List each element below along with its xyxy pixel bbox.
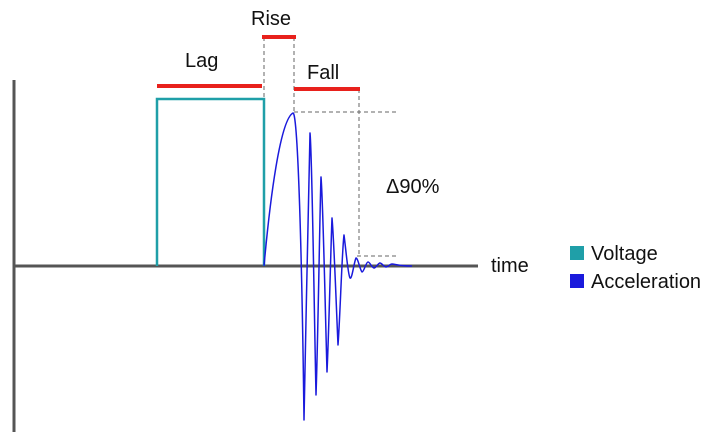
voltage-pulse [155, 97, 266, 266]
acceleration-waveform [263, 112, 413, 421]
legend-swatch-acceleration [570, 274, 584, 288]
legend-swatch-voltage [570, 246, 584, 260]
fall-label: Fall [307, 62, 339, 84]
rise-label: Rise [251, 8, 291, 30]
legend-label-voltage: Voltage [591, 243, 658, 265]
legend-label-acceleration: Acceleration [591, 271, 701, 293]
delta-90-label: Δ90% [386, 176, 440, 198]
lag-label: Lag [185, 50, 218, 72]
legend: Voltage Acceleration [570, 243, 701, 293]
time-axis-label: time [491, 255, 529, 277]
